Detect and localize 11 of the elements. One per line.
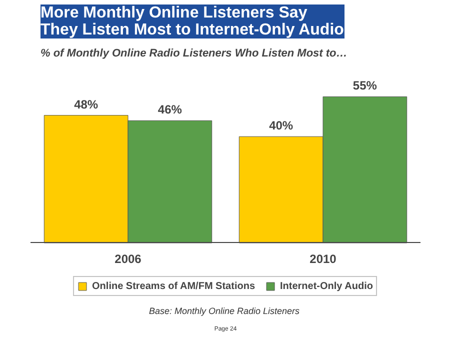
- chart-subtitle: % of Monthly Online Radio Listeners Who Listen Most to…: [40, 48, 348, 60]
- data-label: 48%: [74, 97, 98, 112]
- data-label: 46%: [158, 102, 182, 117]
- x-tick-label: 2010: [310, 252, 337, 266]
- x-tick-label: 2006: [114, 252, 142, 266]
- legend-label: Online Streams of AM/FM Stations: [92, 280, 256, 292]
- data-label: 40%: [269, 118, 294, 133]
- chart-title: More Monthly Online Listeners Say They Listen Most to Internet-Only Audio: [40, 4, 344, 38]
- text: Base: Monthly Online Radio Listeners: [148, 306, 300, 316]
- legend-label: Internet-Only Audio: [280, 280, 373, 292]
- data-label: 55%: [352, 78, 378, 93]
